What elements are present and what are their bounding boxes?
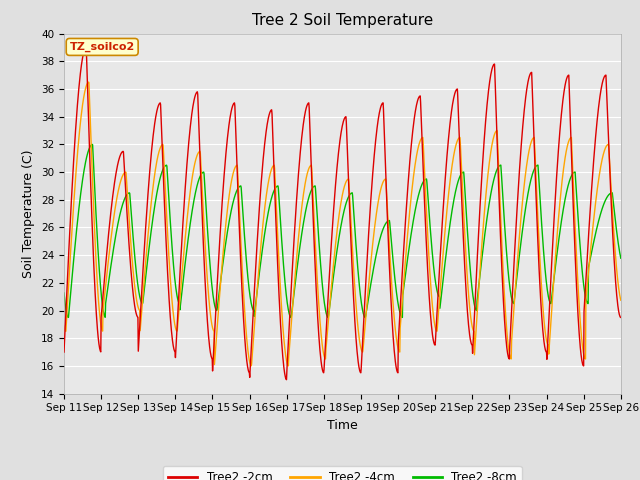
- Tree2 -8cm: [104, 287, 111, 293]
- Tree2 -2cm: [60, 349, 68, 355]
- Tree2 -4cm: [104, 266, 111, 272]
- Tree2 -2cm: [319, 367, 326, 373]
- Tree2 -8cm: [617, 255, 625, 261]
- Tree2 -8cm: [399, 314, 406, 320]
- Tree2 -4cm: [319, 344, 326, 350]
- Tree2 -8cm: [126, 195, 134, 201]
- Line: Tree2 -4cm: Tree2 -4cm: [64, 82, 621, 366]
- Tree2 -8cm: [378, 231, 385, 237]
- Tree2 -8cm: [318, 280, 326, 286]
- Tree2 -2cm: [617, 314, 625, 320]
- Tree2 -4cm: [126, 230, 134, 236]
- Tree2 -2cm: [104, 243, 111, 249]
- Tree2 -2cm: [82, 45, 90, 50]
- Text: TZ_soilco2: TZ_soilco2: [70, 42, 135, 52]
- Y-axis label: Soil Temperature (C): Soil Temperature (C): [22, 149, 35, 278]
- Tree2 -4cm: [285, 363, 292, 369]
- Legend: Tree2 -2cm, Tree2 -4cm, Tree2 -8cm: Tree2 -2cm, Tree2 -4cm, Tree2 -8cm: [163, 466, 522, 480]
- Title: Tree 2 Soil Temperature: Tree 2 Soil Temperature: [252, 13, 433, 28]
- Tree2 -2cm: [126, 257, 134, 263]
- Tree2 -8cm: [60, 290, 68, 296]
- Tree2 -4cm: [617, 297, 625, 303]
- Tree2 -8cm: [308, 186, 316, 192]
- X-axis label: Time: Time: [327, 419, 358, 432]
- Tree2 -2cm: [297, 142, 305, 148]
- Tree2 -4cm: [378, 183, 385, 189]
- Tree2 -4cm: [297, 211, 305, 216]
- Tree2 -2cm: [308, 198, 316, 204]
- Tree2 -2cm: [378, 102, 385, 108]
- Tree2 -2cm: [283, 377, 291, 383]
- Tree2 -8cm: [88, 142, 96, 147]
- Line: Tree2 -8cm: Tree2 -8cm: [64, 144, 621, 317]
- Tree2 -4cm: [60, 323, 68, 329]
- Line: Tree2 -2cm: Tree2 -2cm: [64, 48, 621, 380]
- Tree2 -4cm: [84, 79, 92, 85]
- Tree2 -8cm: [297, 239, 305, 244]
- Tree2 -4cm: [308, 182, 316, 188]
